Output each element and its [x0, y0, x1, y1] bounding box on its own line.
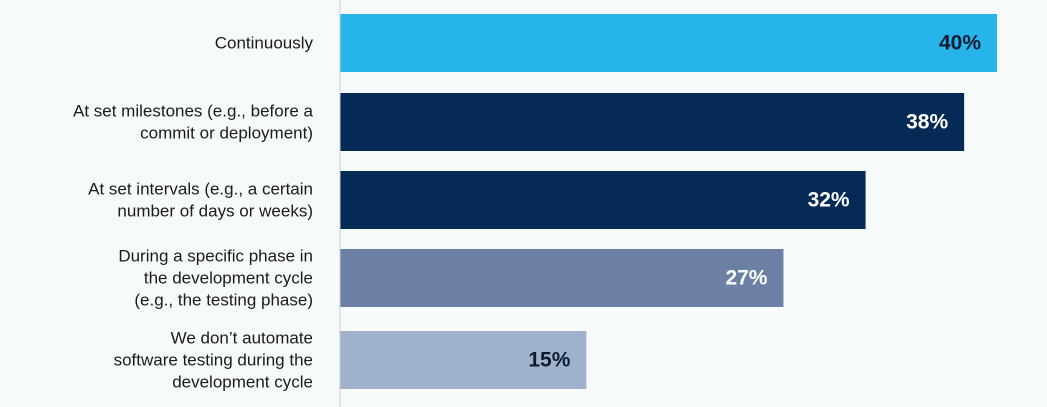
- value-labels-group: 40% 38% 32% 27% 15%: [528, 32, 981, 372]
- bars-group: [340, 14, 997, 389]
- category-label-4-line-2: the development cycle: [144, 269, 313, 288]
- category-label-4-line-3: (e.g., the testing phase): [134, 291, 313, 310]
- value-label-3: 32%: [808, 189, 850, 212]
- bar-1: [340, 14, 997, 72]
- category-label-3-line-2: number of days or weeks): [117, 202, 313, 221]
- category-label-5-line-2: software testing during the: [114, 351, 313, 370]
- category-label-4-line-1: During a specific phase in: [118, 247, 313, 266]
- bar-2: [340, 93, 965, 151]
- bar-5: [340, 331, 587, 389]
- category-label-4: During a specific phase in the developmen…: [118, 247, 313, 310]
- value-label-2: 38%: [906, 111, 948, 134]
- category-label-5-line-3: development cycle: [172, 373, 313, 392]
- category-label-3-line-1: At set intervals (e.g., a certain: [88, 180, 313, 199]
- value-label-1: 40%: [939, 32, 981, 55]
- category-label-1-line-1: Continuously: [215, 34, 314, 53]
- value-label-4: 27%: [725, 267, 767, 290]
- bar-4: [340, 249, 784, 307]
- category-label-5-line-1: We don’t automate: [171, 329, 313, 348]
- category-label-2-line-2: commit or deployment): [140, 124, 313, 143]
- category-label-2: At set milestones (e.g., before a commit …: [73, 102, 314, 143]
- bar-3: [340, 171, 866, 229]
- category-label-3: At set intervals (e.g., a certain number …: [88, 180, 313, 221]
- category-label-1: Continuously: [215, 34, 314, 53]
- category-labels-group: Continuously At set milestones (e.g., bef…: [73, 34, 314, 392]
- category-label-2-line-1: At set milestones (e.g., before a: [73, 102, 314, 121]
- category-label-5: We don’t automate software testing during…: [114, 329, 313, 392]
- value-label-5: 15%: [528, 349, 570, 372]
